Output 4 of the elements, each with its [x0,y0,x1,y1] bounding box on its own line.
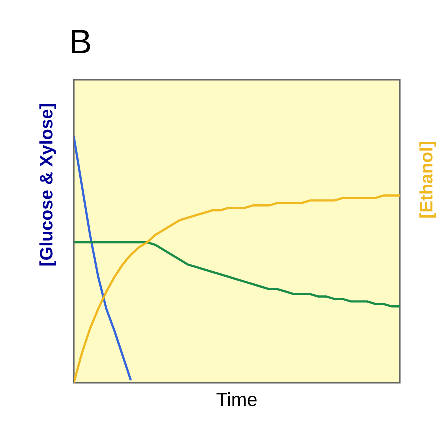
x-axis-title: Time [216,392,257,406]
y2-axis-title: [Ethanol] [420,142,436,218]
y-axis-title: [Glucose & Xylose] [40,104,56,266]
chart-title: B [72,30,90,54]
